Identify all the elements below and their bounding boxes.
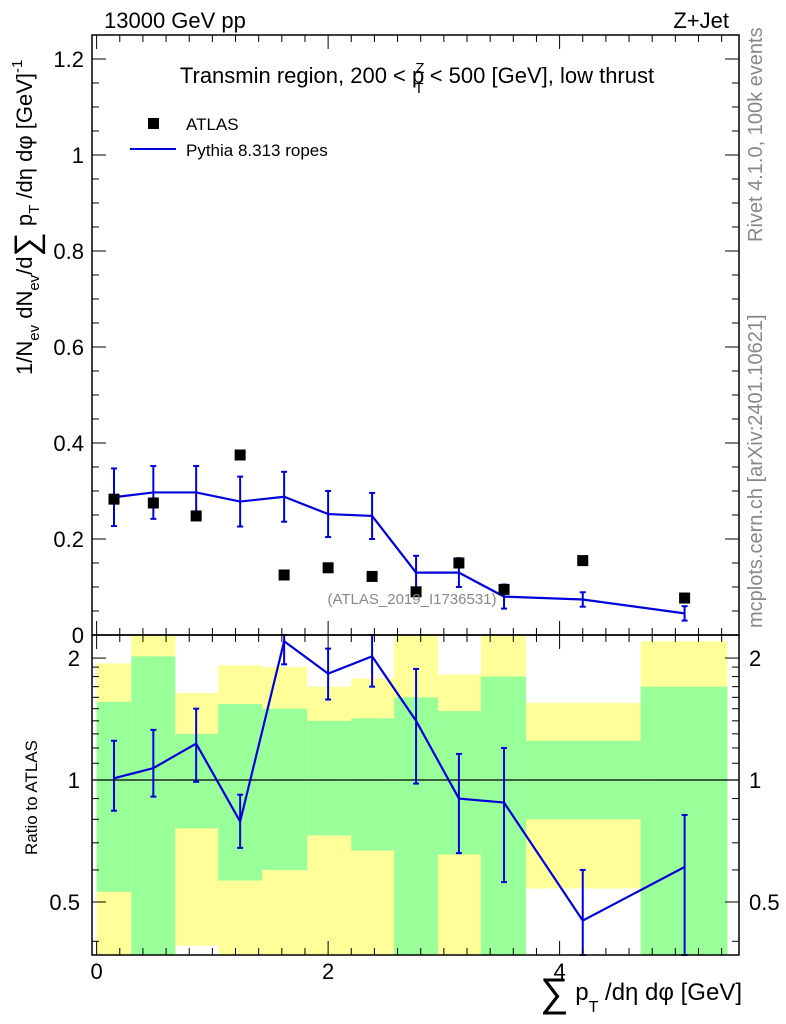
legend-atlas-marker <box>148 118 159 129</box>
xtick-label-2: 4 <box>553 959 565 984</box>
main-ytick-label-1: 0.2 <box>53 527 84 552</box>
x-axis-label: ∑ pT /dη dφ [GeV] <box>540 971 742 1016</box>
ratio-bands <box>96 635 728 955</box>
legend: ATLAS Pythia 8.313 ropes <box>130 115 328 160</box>
main-ytick-label-2: 0.4 <box>53 431 84 456</box>
atlas-point-2 <box>190 510 202 522</box>
atlas-point-9 <box>498 583 510 595</box>
atlas-point-0 <box>108 493 120 505</box>
xtick-label-1: 2 <box>322 959 334 984</box>
ratio-ytick-label-left-2: 2 <box>68 646 80 671</box>
atlas-point-1 <box>147 497 159 509</box>
ratio-ytick-label-left-1: 1 <box>68 768 80 793</box>
ratio-y-axis-label: Ratio to ATLAS <box>22 740 41 855</box>
ratio-band-inner-1 <box>131 656 176 955</box>
axis-ticks: 00.20.40.60.811.20 2 40.5 0.51 12 2 <box>49 35 780 984</box>
main-ytick-label-3: 0.6 <box>53 335 84 360</box>
xtick-label-0: 0 <box>91 959 103 984</box>
main-ytick-label-4: 0.8 <box>53 239 84 264</box>
ratio-ytick-label-right-2: 2 <box>749 646 761 671</box>
header-right: Z+Jet <box>673 8 729 33</box>
mcplots-label: mcplots.cern.ch [arXiv:2401.10621] <box>745 314 767 628</box>
main-y-axis-label: 1/Nev dNev/d∑ pT /dη dφ [GeV]-1 <box>8 60 46 375</box>
ratio-band-inner-3 <box>218 704 263 881</box>
main-ytick-label-6: 1.2 <box>53 47 84 72</box>
atlas-point-11 <box>679 592 691 604</box>
main-plot-title: Transmin region, 200 < pZ T < 500 [GeV], … <box>180 60 654 97</box>
atlas-point-4 <box>278 569 290 581</box>
ratio-band-inner-4 <box>262 708 308 870</box>
atlas-point-10 <box>577 555 589 567</box>
atlas-point-7 <box>410 586 422 598</box>
header-left: 13000 GeV pp <box>104 8 246 33</box>
main-plot-marks <box>108 449 691 622</box>
legend-pythia-label: Pythia 8.313 ropes <box>186 141 328 160</box>
analysis-watermark: (ATLAS_2019_I1736531) <box>327 591 496 608</box>
ratio-plot-frame <box>91 634 740 956</box>
main-ytick-label-5: 1 <box>72 143 84 168</box>
rivet-label: Rivet 4.1.0, 100k events <box>745 27 767 242</box>
atlas-point-5 <box>322 562 334 574</box>
ratio-ytick-label-left-0: 0.5 <box>49 890 80 915</box>
ratio-ytick-label-right-1: 1 <box>749 768 761 793</box>
legend-atlas-label: ATLAS <box>186 115 239 134</box>
atlas-point-8 <box>453 557 465 569</box>
atlas-point-3 <box>234 449 246 461</box>
ratio-band-inner-6 <box>351 718 395 851</box>
atlas-point-6 <box>366 570 378 582</box>
ratio-ytick-label-right-0: 0.5 <box>749 890 780 915</box>
pythia-line <box>113 491 685 615</box>
ratio-band-inner-5 <box>307 720 352 836</box>
ratio-line <box>113 639 686 922</box>
main-ytick-label-0: 0 <box>72 623 84 648</box>
